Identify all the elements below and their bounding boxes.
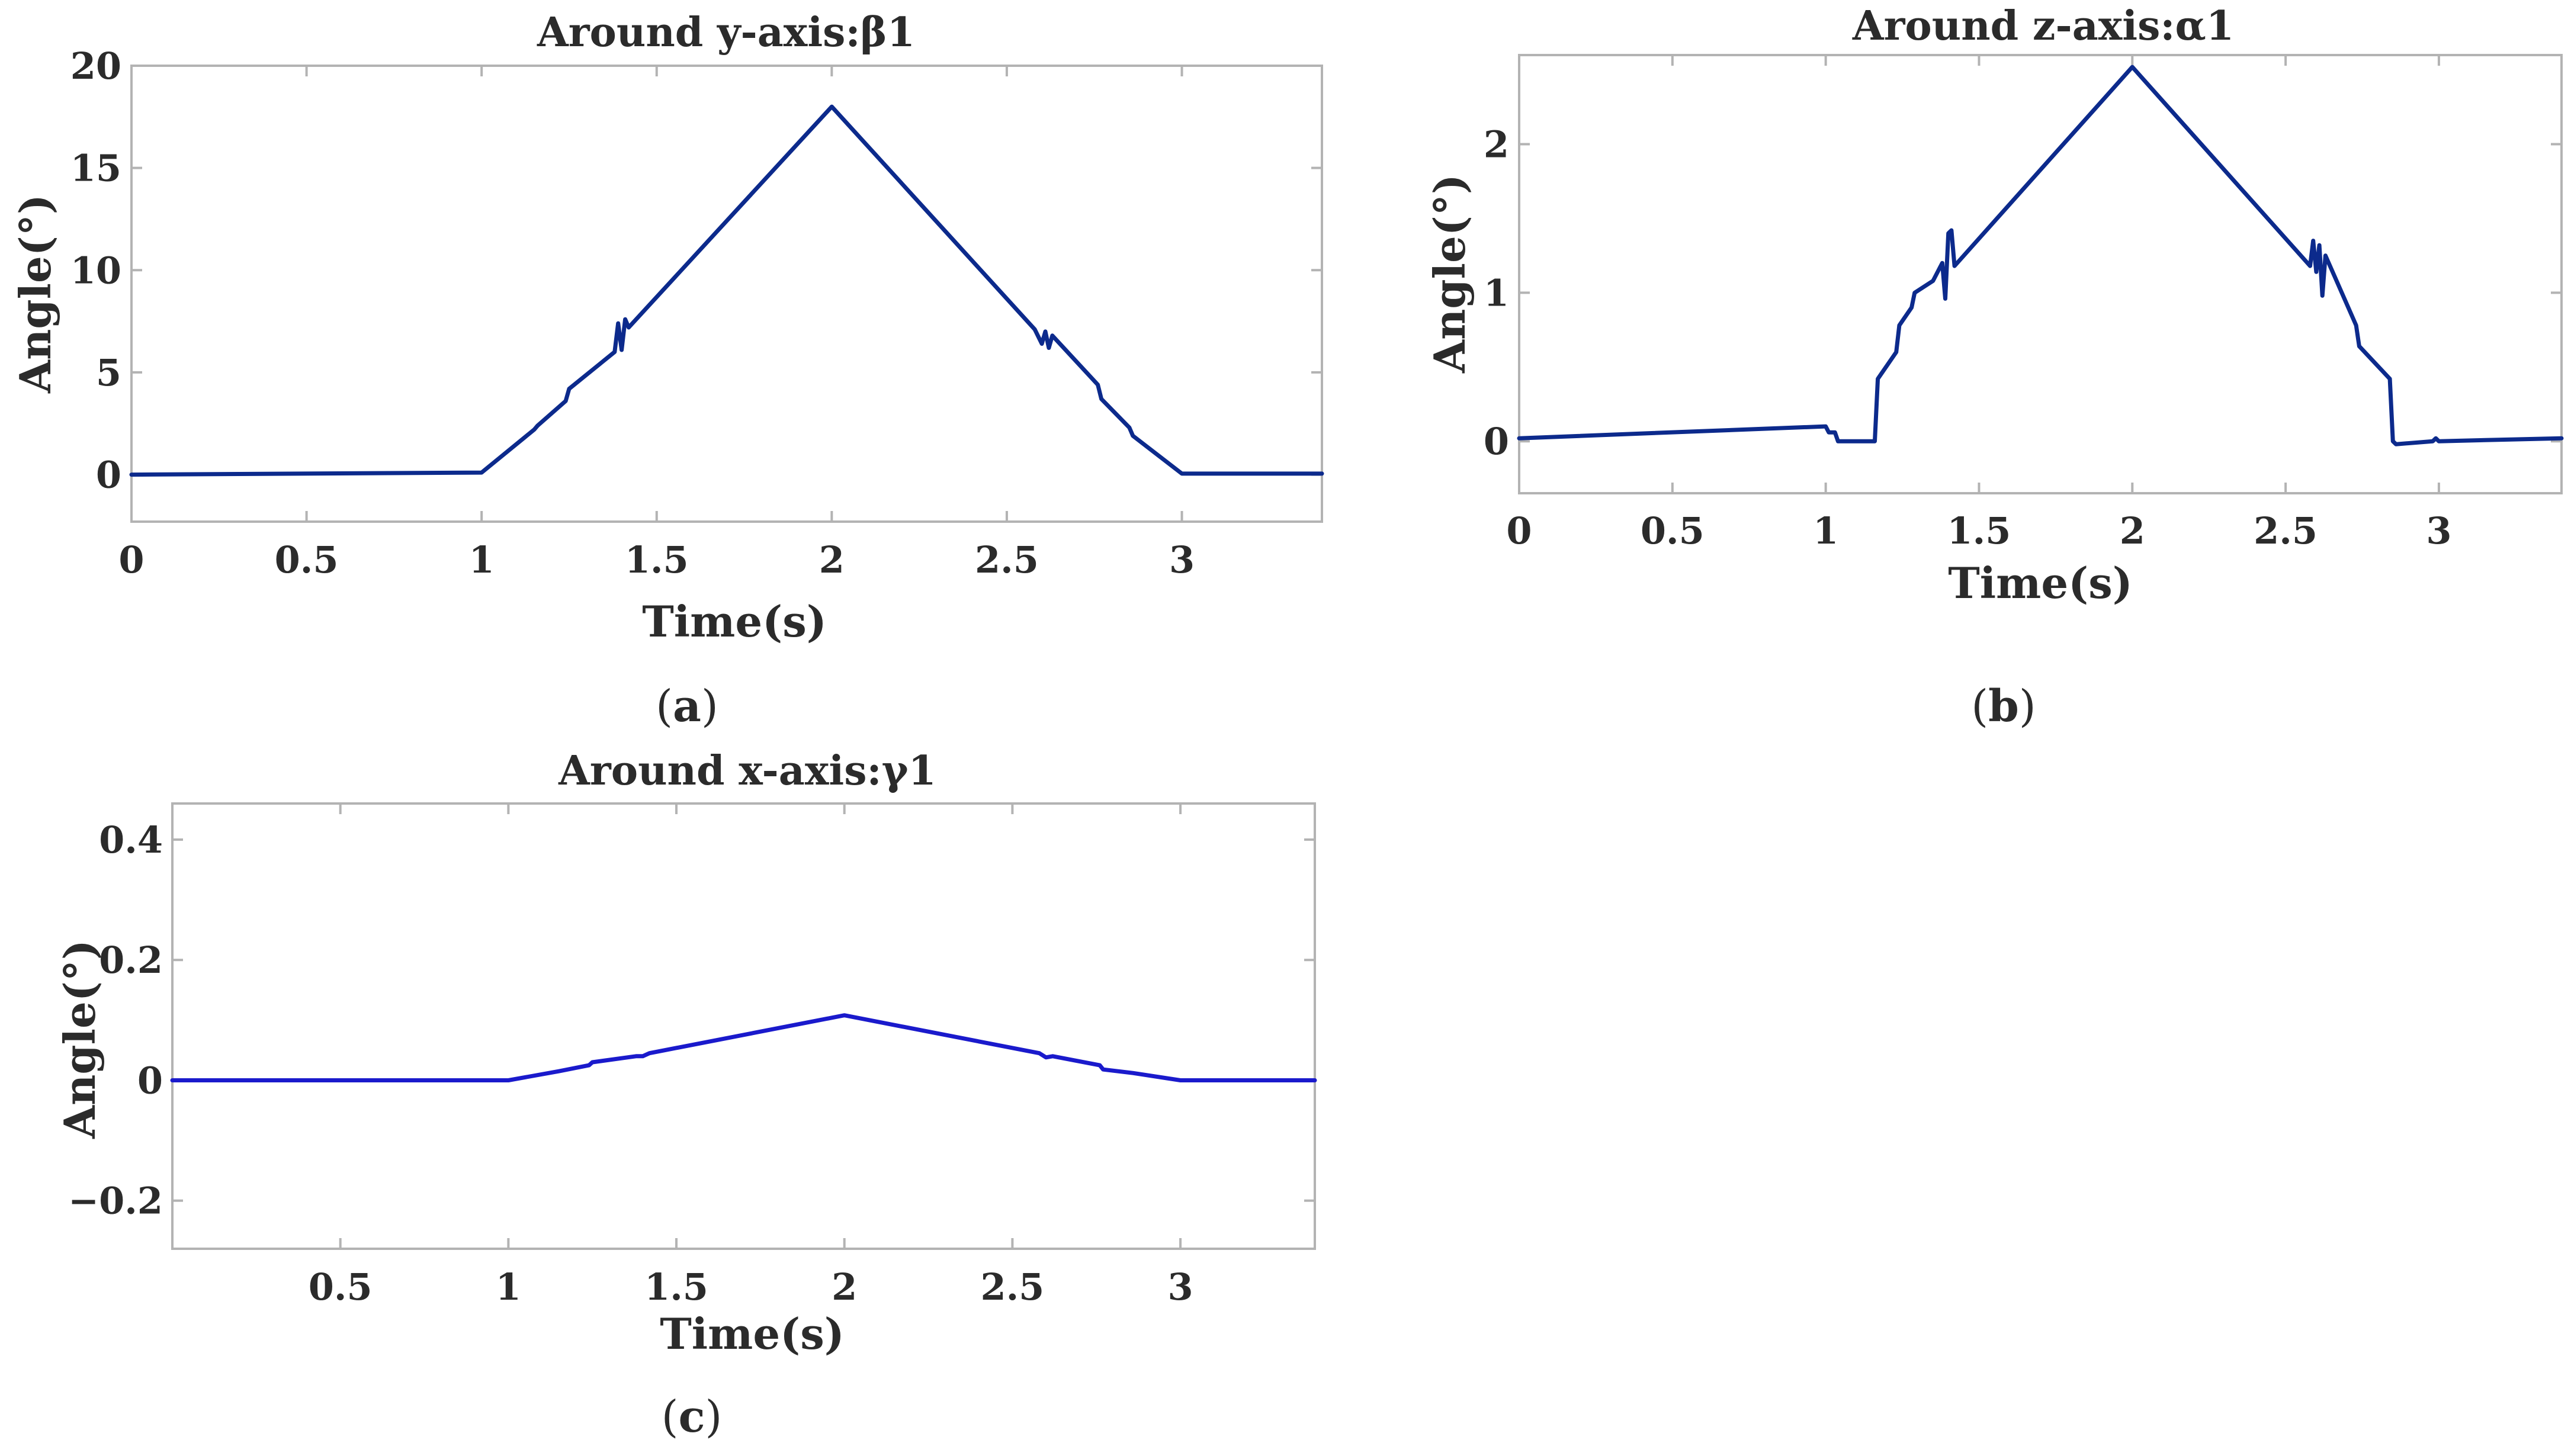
- chart-c-ytick-label: 0.4: [99, 818, 163, 862]
- chart-b-caption-label: b: [1988, 681, 2019, 732]
- chart-a-caption: (a): [656, 681, 718, 732]
- chart-panel-b: Around z-axis:α1 0 0.5 1 1.5 2 2.5 3 0 1 2 Time(…: [1424, 2, 2564, 732]
- chart-a-title: Around y-axis:β1: [537, 9, 915, 56]
- chart-a-caption-label: a: [673, 681, 701, 732]
- chart-a-xtick-label: 1: [469, 538, 495, 581]
- chart-c-xtick-label: 3: [1167, 1265, 1193, 1309]
- chart-c-ylabel: Angle(°): [54, 940, 105, 1139]
- chart-c-ytick-label: −0.2: [68, 1179, 163, 1223]
- chart-b-title: Around z-axis:α1: [1852, 2, 2234, 50]
- chart-c-plot-area: [171, 802, 1316, 1250]
- chart-a-series-line: [129, 104, 1324, 477]
- chart-c-series-line: [170, 1013, 1317, 1082]
- chart-a-xlabel: Time(s): [642, 596, 827, 647]
- chart-a-ylabel: Angle(°): [10, 194, 60, 394]
- chart-b-x-ticks: 0 0.5 1 1.5 2 2.5 3: [1506, 55, 2452, 552]
- chart-a-ytick-label: 5: [96, 351, 121, 394]
- chart-c-x-ticks: 0.5 1 1.5 2 2.5 3: [309, 803, 1193, 1309]
- chart-b-plot-area: [1518, 54, 2563, 494]
- chart-c-title: Around x-axis:γ1: [558, 747, 936, 795]
- chart-b-xtick-label: 2.5: [2254, 509, 2318, 552]
- chart-c-y-ticks: −0.2 0 0.2 0.4: [68, 818, 1315, 1223]
- chart-a-y-ticks: 0 5 10 15 20: [70, 44, 1322, 497]
- chart-c-xtick-label: 2: [832, 1265, 857, 1309]
- chart-a-plot-area: [130, 65, 1323, 523]
- chart-a-xtick-label: 1.5: [625, 538, 689, 581]
- chart-c-xtick-label: 1.5: [644, 1265, 708, 1309]
- chart-b-ytick-label: 0: [1484, 420, 1509, 463]
- chart-a-xtick-label: 3: [1169, 538, 1195, 581]
- chart-c-xlabel: Time(s): [660, 1309, 845, 1359]
- chart-a-series: [129, 104, 1324, 477]
- chart-b-xlabel: Time(s): [1948, 558, 2133, 608]
- chart-b-xtick-label: 0: [1506, 509, 1532, 552]
- chart-a-xtick-label: 0.5: [275, 538, 339, 581]
- chart-c-xtick-label: 0.5: [309, 1265, 373, 1309]
- chart-b-y-ticks: 0 1 2: [1484, 123, 2562, 463]
- chart-panel-a: Around y-axis:β1 0 0.5 1 1.5 2 2.5 3 05101520 …: [10, 9, 1324, 732]
- chart-b-ytick-label: 2: [1484, 123, 1509, 166]
- chart-a-xtick-label: 2.5: [975, 538, 1039, 581]
- chart-c-caption-label: c: [678, 1391, 705, 1442]
- chart-a-ytick-label: 10: [70, 249, 121, 292]
- chart-a-ytick-label: 0: [96, 454, 121, 497]
- chart-b-xtick-label: 1.5: [1947, 509, 2011, 552]
- chart-b-xtick-label: 3: [2426, 509, 2451, 552]
- chart-a-ytick-label: 20: [70, 44, 121, 88]
- chart-c-xtick-label: 1: [496, 1265, 521, 1309]
- chart-b-ytick-label: 1: [1484, 271, 1509, 314]
- chart-b-xtick-label: 0.5: [1641, 509, 1705, 552]
- chart-c-xtick-label: 2.5: [980, 1265, 1044, 1309]
- chart-c-ytick-label: 0: [137, 1059, 163, 1102]
- chart-b-xtick-label: 2: [2120, 509, 2145, 552]
- chart-c-caption: (c): [662, 1391, 723, 1442]
- chart-a-xtick-label: 2: [819, 538, 845, 581]
- chart-c-ytick-label: 0.2: [99, 938, 163, 982]
- chart-panel-c: Around x-axis:γ1 0.5 1 1.5 2 2.5 3 −0.2 0 0.2 0.…: [54, 747, 1317, 1442]
- chart-b-caption: (b): [1971, 681, 2036, 732]
- chart-a-ytick-label: 15: [70, 147, 121, 190]
- chart-c-series: [170, 1013, 1317, 1082]
- chart-b-series: [1517, 65, 2564, 446]
- chart-b-series-line: [1517, 65, 2564, 446]
- chart-a-x-ticks: 0 0.5 1 1.5 2 2.5 3: [118, 66, 1195, 581]
- chart-b-xtick-label: 1: [1813, 509, 1838, 552]
- chart-b-ylabel: Angle(°): [1424, 174, 1475, 374]
- chart-a-xtick-label: 0: [118, 538, 144, 581]
